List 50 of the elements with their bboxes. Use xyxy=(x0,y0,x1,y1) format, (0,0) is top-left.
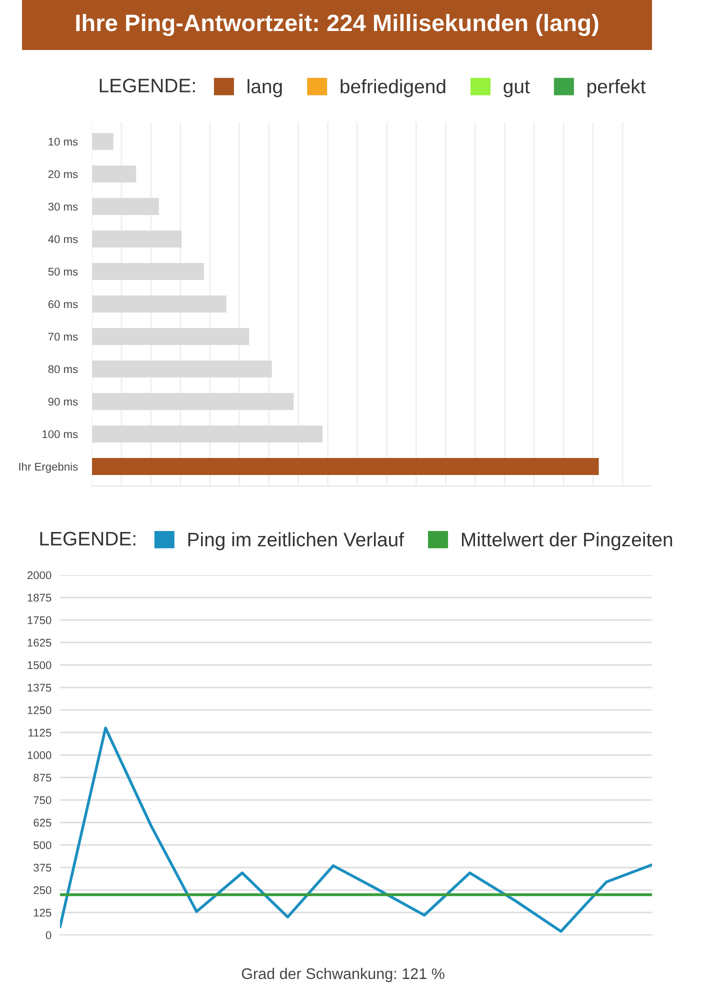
y-tick-label: 90 ms xyxy=(48,398,78,406)
y-tick-label: 1875 xyxy=(28,594,52,602)
chart-title: Ihre Ping-Antwortzeit: 224 Millisekunden (lang) xyxy=(76,14,598,36)
legend-label: perfekt xyxy=(588,79,646,98)
y-tick-label: 625 xyxy=(34,818,52,827)
legend-label: lang xyxy=(248,79,282,98)
y-tick-label: 100 ms xyxy=(42,430,78,438)
bar xyxy=(92,360,272,378)
y-tick-label: 2000 xyxy=(28,571,52,580)
bar xyxy=(92,198,159,215)
legend-label: Ping im zeitlichen Verlauf xyxy=(188,532,404,550)
legend-label: befriedigend xyxy=(340,79,446,98)
y-tick-label: 125 xyxy=(34,908,52,917)
bar xyxy=(92,166,136,182)
legend-label: Mittelwert der Pingzeiten xyxy=(462,532,672,550)
y-tick-label: 500 xyxy=(34,841,52,850)
y-tick-label: 1375 xyxy=(28,684,52,692)
y-tick-label: 1750 xyxy=(28,616,52,624)
y-tick-label: 60 ms xyxy=(48,300,78,308)
y-tick-label: 50 ms xyxy=(48,268,78,276)
y-tick-label: 40 ms xyxy=(48,235,78,244)
y-tick-label: 250 xyxy=(34,886,52,894)
text: Grad der Schwankung: 121 % xyxy=(242,968,444,982)
y-tick-label: 375 xyxy=(34,864,52,872)
bar xyxy=(92,328,250,345)
y-tick-label: 1125 xyxy=(28,728,52,737)
y-tick-label: 1500 xyxy=(28,661,52,670)
y-tick-label: 875 xyxy=(34,774,52,782)
line-series xyxy=(60,726,652,933)
bar xyxy=(92,426,323,442)
y-tick-label: 1250 xyxy=(28,706,52,714)
y-tick-label: 30 ms xyxy=(48,202,78,211)
bar xyxy=(92,393,294,410)
bar xyxy=(92,230,182,248)
y-tick-label: 0 xyxy=(46,931,52,940)
y-tick-label: 10 ms xyxy=(48,138,78,146)
y-tick-label: 20 ms xyxy=(48,170,78,178)
y-tick-label: 80 ms xyxy=(48,365,78,374)
legend-label: gut xyxy=(504,80,530,98)
y-tick-label: Ihr Ergebnis xyxy=(19,462,78,473)
y-tick-label: 1625 xyxy=(28,638,52,647)
legend-title: LEGENDE: xyxy=(100,78,195,92)
bar xyxy=(92,296,226,312)
bar xyxy=(92,263,204,280)
legend-title: LEGENDE: xyxy=(40,532,136,546)
y-tick-label: 70 ms xyxy=(48,332,78,341)
bar xyxy=(92,458,599,475)
y-tick-label: 750 xyxy=(34,796,52,804)
y-tick-label: 1000 xyxy=(28,751,52,760)
bar xyxy=(92,133,114,150)
